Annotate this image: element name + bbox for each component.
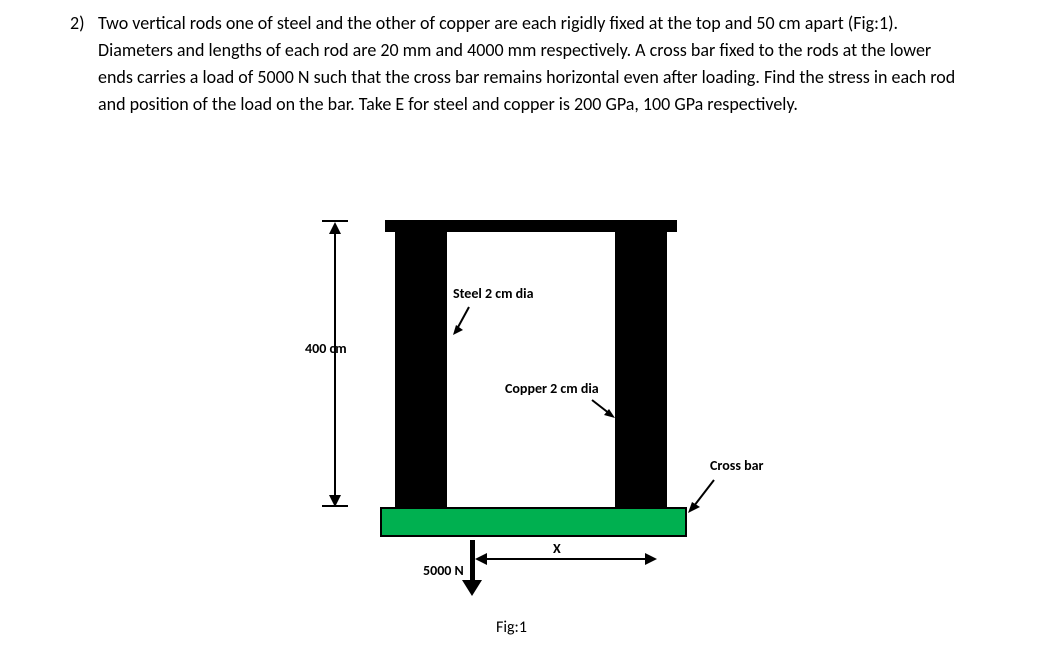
crossbar-callout-arrow — [688, 478, 718, 513]
height-label: 400 cm — [305, 340, 347, 357]
steel-callout-arrow — [453, 305, 473, 335]
steel-rod — [395, 232, 447, 507]
ceiling-support — [385, 220, 677, 232]
question-body: Two vertical rods one of steel and the o… — [98, 12, 955, 115]
load-arrow-line — [470, 540, 475, 584]
question-number: 2) — [70, 10, 85, 37]
dim-tick-bottom — [322, 505, 348, 507]
x-dimension-line — [484, 558, 649, 560]
load-label: 5000 N — [423, 562, 464, 579]
copper-rod — [615, 232, 667, 507]
figure: 400 cm Steel 2 cm dia Copper 2 cm dia Cr… — [310, 200, 810, 630]
copper-callout-arrow — [590, 398, 615, 418]
steel-label: Steel 2 cm dia — [453, 285, 534, 302]
figure-caption: Fig:1 — [496, 618, 527, 637]
question-text: 2) Two vertical rods one of steel and th… — [98, 10, 958, 118]
cross-bar — [380, 507, 687, 537]
x-label: X — [553, 540, 561, 557]
height-dimension-line — [334, 225, 336, 505]
copper-label: Copper 2 cm dia — [505, 380, 599, 397]
crossbar-label: Cross bar — [710, 457, 763, 474]
